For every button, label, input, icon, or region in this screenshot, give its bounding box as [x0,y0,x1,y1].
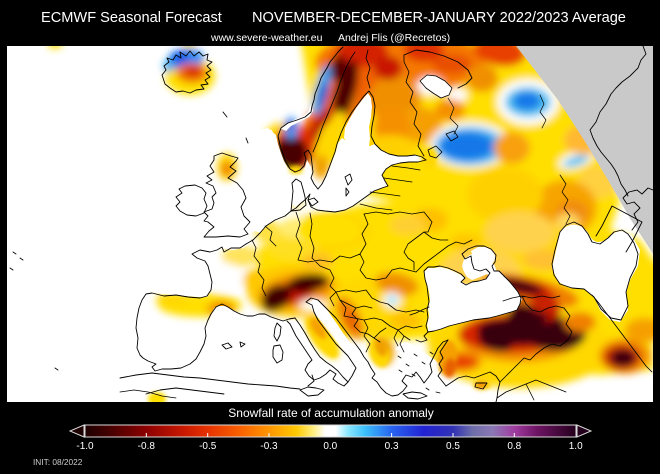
svg-text:Andrej Flis (@Recretos): Andrej Flis (@Recretos) [338,32,450,44]
svg-text:INIT: 08/2022: INIT: 08/2022 [33,457,83,467]
svg-text:-0.8: -0.8 [138,441,156,452]
svg-text:1.0: 1.0 [569,441,583,452]
svg-text:Snowfall rate of accumulation: Snowfall rate of accumulation anomaly [228,406,433,420]
svg-text:NOVEMBER-DECEMBER-JANUARY 2022: NOVEMBER-DECEMBER-JANUARY 2022/2023 Aver… [252,10,626,26]
svg-text:-0.3: -0.3 [260,441,278,452]
svg-text:-0.5: -0.5 [199,441,217,452]
svg-text:0.0: 0.0 [323,441,337,452]
svg-text:-1.0: -1.0 [76,441,94,452]
svg-text:0.3: 0.3 [385,441,399,452]
svg-text:0.5: 0.5 [446,441,460,452]
svg-text:0.8: 0.8 [507,441,521,452]
svg-text:www.severe-weather.eu: www.severe-weather.eu [210,32,323,44]
svg-text:ECMWF Seasonal Forecast: ECMWF Seasonal Forecast [41,10,222,26]
